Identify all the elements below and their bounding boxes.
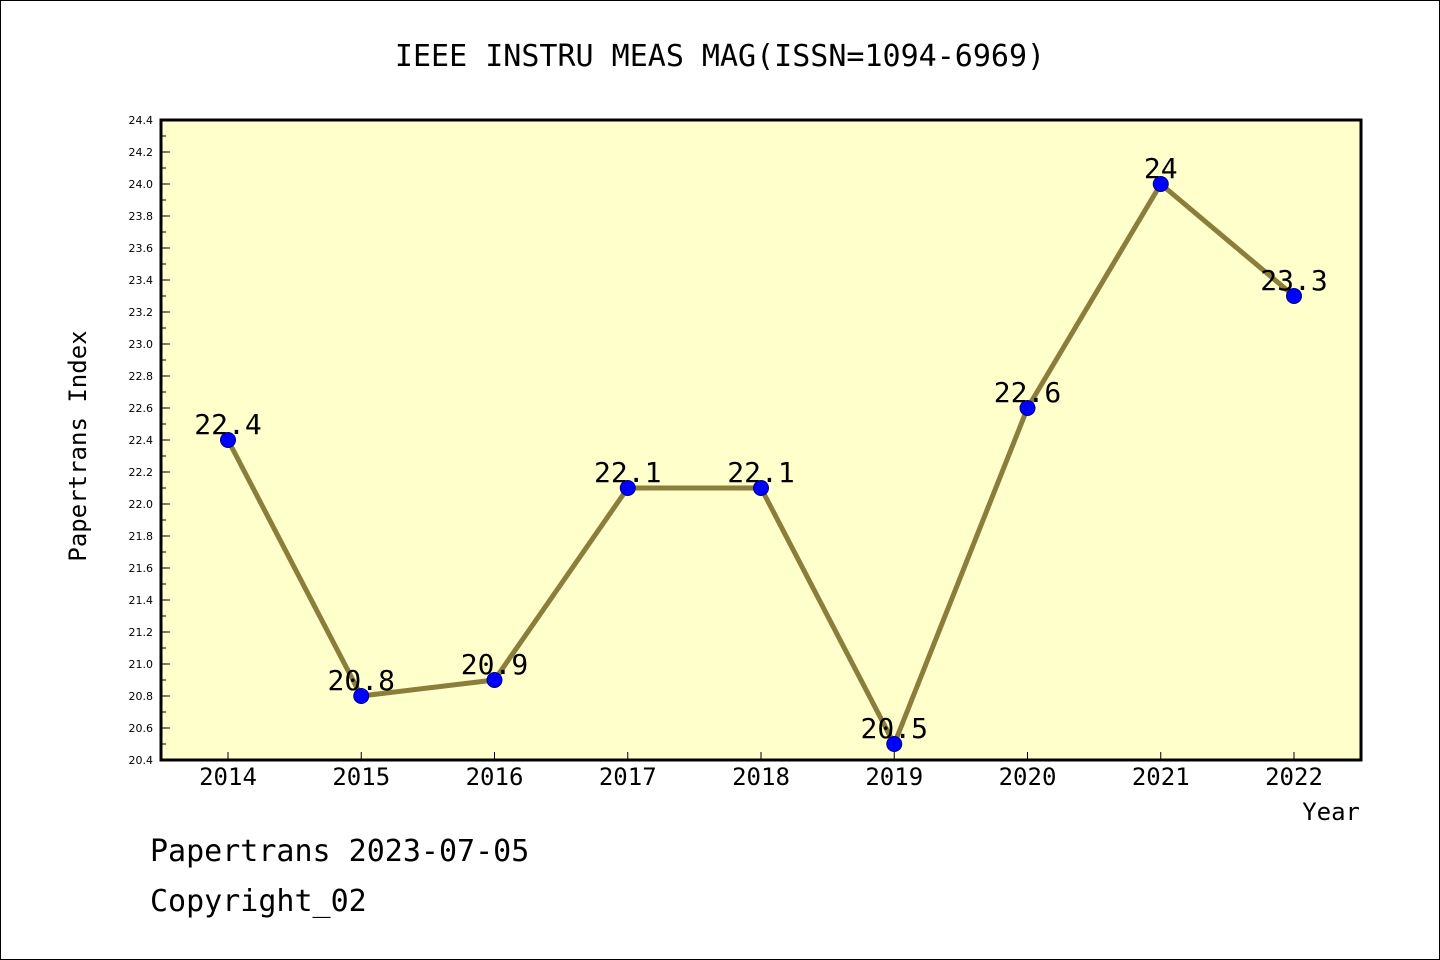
x-axis-label: Year xyxy=(1302,798,1360,826)
y-tick-label: 23.4 xyxy=(129,274,154,287)
data-point xyxy=(1286,288,1302,304)
x-tick-label: 2017 xyxy=(599,763,657,791)
y-axis: 20.4 20.6 20.8 21.0 21.2 21.4 21.6 21.8 22.0 22.2… xyxy=(129,114,170,767)
y-axis-label: Papertrans Index xyxy=(64,330,92,561)
y-tick-label: 24.0 xyxy=(129,178,154,191)
footer-date: Papertrans 2023-07-05 xyxy=(150,834,530,869)
chart-title: IEEE INSTRU MEAS MAG(ISSN=1094-6969) xyxy=(395,39,1045,74)
y-tick-label: 24.2 xyxy=(129,146,154,159)
data-point xyxy=(353,688,370,704)
data-label: 20.9 xyxy=(461,648,528,681)
y-tick-label: 21.4 xyxy=(129,594,154,607)
footer-copyright: Copyright_02 xyxy=(150,884,367,919)
y-tick-label: 23.8 xyxy=(129,210,154,223)
y-tick-label: 20.6 xyxy=(129,722,154,735)
y-tick-label: 22.2 xyxy=(129,466,154,479)
data-point xyxy=(753,480,769,496)
y-tick-label: 21.8 xyxy=(129,530,154,543)
data-point xyxy=(886,736,903,752)
x-tick-label: 2021 xyxy=(1132,763,1190,791)
data-labels: 22.4 20.8 20.9 22.1 22.1 20.5 22.6 24 23.3 xyxy=(194,152,1327,745)
data-point xyxy=(220,432,236,448)
data-point xyxy=(1152,176,1169,192)
y-tick-label: 22.4 xyxy=(129,434,154,447)
x-tick-label: 2022 xyxy=(1265,763,1323,791)
data-point xyxy=(619,480,636,496)
data-point xyxy=(486,672,503,688)
x-tick-label: 2020 xyxy=(999,763,1057,791)
data-label: 22.1 xyxy=(727,456,794,489)
y-tick-label: 21.6 xyxy=(129,562,154,575)
data-label: 24 xyxy=(1144,152,1178,185)
x-tick-label: 2014 xyxy=(199,763,257,791)
plot-area xyxy=(159,118,1363,762)
series-markers xyxy=(220,176,1302,752)
y-tick-label: 23.6 xyxy=(129,242,154,255)
x-tick-label: 2018 xyxy=(732,763,790,791)
y-tick-label: 22.0 xyxy=(129,498,154,511)
y-tick-label: 24.4 xyxy=(129,114,154,127)
data-point xyxy=(1019,400,1036,416)
y-tick-label: 20.8 xyxy=(129,690,154,703)
data-label: 22.6 xyxy=(994,376,1061,409)
y-tick-label: 22.8 xyxy=(129,370,154,383)
data-label: 20.5 xyxy=(861,712,928,745)
data-label: 20.8 xyxy=(328,664,395,697)
y-tick-label: 23.0 xyxy=(129,338,154,351)
x-axis: 2014 2015 2016 2017 2018 2019 2020 2021 2022 xyxy=(199,752,1323,791)
y-tick-label: 23.2 xyxy=(129,306,154,319)
data-label: 23.3 xyxy=(1260,264,1327,297)
y-tick-label: 20.4 xyxy=(129,754,154,767)
x-tick-label: 2015 xyxy=(332,763,390,791)
data-label: 22.4 xyxy=(194,408,261,441)
y-tick-label: 21.0 xyxy=(129,658,154,671)
x-tick-label: 2016 xyxy=(466,763,524,791)
y-tick-label: 22.6 xyxy=(129,402,154,415)
y-tick-label: 21.2 xyxy=(129,626,154,639)
x-tick-label: 2019 xyxy=(865,763,923,791)
data-label: 22.1 xyxy=(594,456,661,489)
